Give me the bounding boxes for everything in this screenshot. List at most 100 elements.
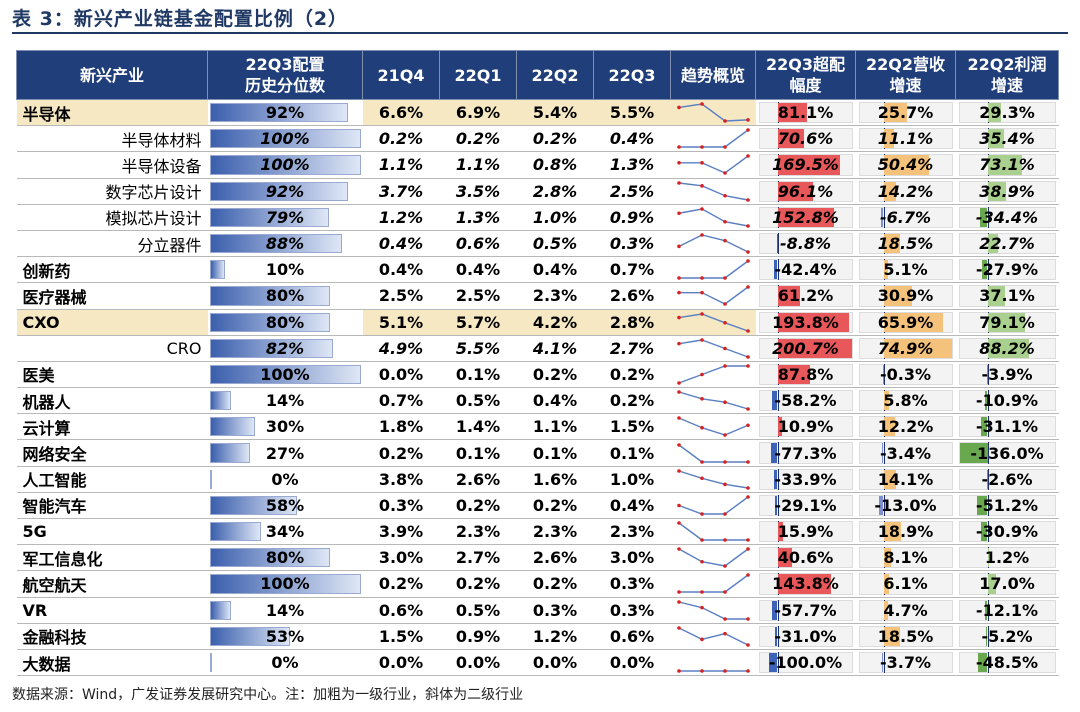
trend-point-3 — [722, 145, 727, 150]
excess-cell: -58.2% — [755, 387, 856, 415]
prf-cell-bg — [958, 180, 1056, 202]
rev-cell-bg — [858, 468, 953, 490]
table-row: 网络安全 27% 0.2% 0.1% 0.1% 0.1% -77.3% -3.4% -136.0… — [16, 439, 1059, 467]
table-row: 半导体 92% 6.6% 6.9% 5.4% 5.5% 81.1% 25.7% 29.3% — [16, 99, 1059, 127]
trend-point-1 — [676, 442, 681, 447]
trend-point-4 — [745, 328, 750, 333]
profit-growth-cell: -27.9% — [955, 256, 1059, 284]
trend-point-4 — [745, 643, 750, 647]
revenue-growth-cell: 74.9% — [855, 335, 956, 362]
table-row: 智能汽车 58% 0.3% 0.2% 0.2% 0.4% -29.1% -13.0% -51.2… — [16, 492, 1059, 520]
quarter-value-4: 3.0% — [593, 544, 671, 572]
trend-sparkline-cell — [670, 544, 756, 572]
header-profit: 22Q2利润 增速 — [955, 50, 1059, 100]
prf-value: -31.1% — [975, 417, 1039, 437]
trend-point-3 — [722, 171, 727, 176]
percentile-cell: 10% — [207, 256, 363, 284]
trend-point-3 — [722, 433, 727, 438]
trend-point-1 — [676, 547, 681, 552]
ex-bar — [772, 600, 778, 620]
prf-bar — [981, 417, 988, 437]
rev-bar — [882, 443, 884, 463]
trend-sparkline-cell — [670, 125, 756, 153]
prf-bar — [987, 312, 1025, 332]
prf-bar — [987, 129, 1005, 149]
industry-name: 航空航天 — [16, 570, 208, 598]
industry-name: VR — [16, 597, 208, 624]
trend-point-2 — [699, 637, 704, 641]
trend-line — [678, 443, 748, 463]
profit-growth-cell: 1.2% — [955, 544, 1059, 572]
trend-point-2 — [699, 605, 704, 610]
rev-cell-bg — [858, 521, 953, 543]
percentile-value: 92% — [265, 181, 305, 201]
revenue-growth-cell: -13.0% — [855, 492, 956, 520]
ex-cell-bg — [758, 599, 853, 621]
quarter-value-4: 0.1% — [593, 439, 671, 467]
excess-cell: -42.4% — [755, 256, 856, 284]
rev-bar — [883, 103, 907, 123]
percentile-cell: 88% — [207, 230, 363, 258]
trend-line — [678, 548, 748, 568]
revenue-growth-cell: 5.1% — [855, 256, 956, 284]
quarter-value-1: 0.2% — [362, 570, 440, 598]
industry-name: 军工信息化 — [16, 544, 208, 572]
revenue-growth-cell: 65.9% — [855, 309, 956, 336]
quarter-value-4: 0.7% — [593, 256, 671, 284]
header-22q2: 22Q2 — [516, 50, 594, 100]
excess-cell: 81.1% — [755, 99, 856, 127]
quarter-value-2: 6.9% — [439, 99, 517, 127]
rev-value: -6.7% — [879, 207, 931, 227]
quarter-value-1: 0.2% — [362, 439, 440, 467]
rev-bar — [882, 652, 884, 673]
trend-sparkline — [676, 521, 750, 542]
prf-bar — [986, 469, 988, 489]
rev-cell-bg — [858, 259, 953, 281]
header-revenue-line2: 增速 — [889, 76, 922, 95]
profit-growth-cell: -136.0% — [955, 439, 1059, 467]
profit-growth-cell: -12.1% — [955, 597, 1059, 624]
revenue-growth-cell: 11.1% — [855, 125, 956, 153]
header-percentile-line1: 22Q3配置 — [245, 55, 325, 74]
rev-bar — [879, 495, 884, 515]
ex-bar — [777, 207, 834, 227]
ex-value: 87.8% — [777, 364, 834, 384]
quarter-value-3: 1.0% — [516, 204, 594, 231]
quarter-value-1: 1.2% — [362, 204, 440, 231]
header-profit-line1: 22Q2利润 — [967, 55, 1047, 74]
trend-sparkline-cell — [670, 649, 756, 677]
trend-sparkline — [676, 468, 750, 490]
ex-bar — [777, 181, 813, 201]
trend-point-1 — [676, 244, 681, 249]
percentile-cell: 80% — [207, 544, 363, 572]
industry-name: 云计算 — [16, 413, 208, 441]
percentile-value: 88% — [265, 234, 305, 254]
percentile-bar — [209, 207, 329, 227]
trend-point-2 — [699, 183, 704, 188]
table-row: 数字芯片设计 92% 3.7% 3.5% 2.8% 2.5% 96.1% 14.2% 38.9% — [16, 178, 1059, 205]
percentile-value: 100% — [260, 155, 310, 175]
rev-value: 18.5% — [877, 234, 934, 254]
ex-cell-bg — [758, 625, 853, 647]
prf-cell-bg — [958, 232, 1056, 255]
trend-point-4 — [745, 128, 750, 133]
quarter-value-2: 3.5% — [439, 178, 517, 205]
industry-name: 半导体材料 — [16, 125, 208, 153]
revenue-growth-cell: 18.5% — [855, 623, 956, 650]
trend-point-2 — [699, 337, 704, 342]
percentile-value: 80% — [265, 286, 305, 306]
profit-growth-cell: 73.1% — [955, 151, 1059, 179]
table-row: 半导体设备 100% 1.1% 1.1% 0.8% 1.3% 169.5% 50.4% 73.1… — [16, 151, 1059, 179]
quarter-value-4: 1.3% — [593, 151, 671, 179]
ex-bar — [774, 469, 778, 489]
profit-growth-cell: 79.1% — [955, 309, 1059, 336]
rev-bar — [883, 338, 952, 358]
trend-sparkline-cell — [670, 335, 756, 362]
trend-sparkline — [676, 311, 750, 333]
percentile-value: 82% — [265, 338, 305, 358]
quarter-value-4: 0.9% — [593, 204, 671, 231]
header-industry: 新兴产业 — [16, 50, 208, 100]
excess-cell: 87.8% — [755, 361, 856, 389]
ex-cell-bg — [758, 232, 853, 255]
table-row: 人工智能 0% 3.8% 2.6% 1.6% 1.0% -33.9% 14.1% -2.6% — [16, 466, 1059, 493]
